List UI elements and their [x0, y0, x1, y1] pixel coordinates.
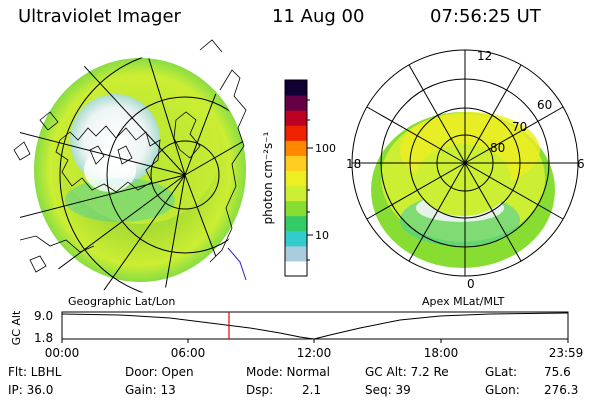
date-label: 11 Aug 00: [272, 6, 365, 27]
time-tick-0000: 00:00: [45, 346, 80, 360]
colorbar-swatch: [285, 155, 307, 171]
mlat-label-80: 80: [490, 141, 505, 155]
magnetic-polar-map: 12 18 6 0 60 70 80: [346, 49, 585, 291]
colorbar-swatch: [285, 80, 307, 96]
altitude-ytick-low: 1.8: [34, 331, 53, 345]
glat-label: GLat:: [485, 365, 518, 379]
gain-value: Gain: 13: [125, 383, 176, 397]
altitude-plot: GC Alt 9.0 1.8 00:00 06:00 12:00 18:00 2…: [10, 309, 583, 360]
altitude-ylabel: GC Alt: [10, 310, 23, 345]
ip-value: IP: 36.0: [8, 383, 54, 397]
mlat-label-70: 70: [512, 120, 527, 134]
time-tick-2359: 23:59: [549, 346, 584, 360]
altitude-ytick-high: 9.0: [34, 309, 53, 323]
colorbar-swatch: [285, 245, 307, 262]
mlt-label-12: 12: [477, 49, 492, 63]
geographic-map: [12, 39, 248, 293]
colorbar-swatch: [285, 140, 307, 156]
mlat-label-60: 60: [537, 98, 552, 112]
colorbar-swatch: [285, 200, 307, 217]
door-value: Door: Open: [125, 365, 194, 379]
time-label: 07:56:25 UT: [430, 6, 541, 27]
time-tick-0600: 06:00: [171, 346, 206, 360]
dsp-label: Dsp:: [246, 383, 274, 397]
colorbar-swatch: [285, 110, 307, 126]
glat-value: 75.6: [544, 365, 571, 379]
colorbar-swatch: [285, 185, 307, 202]
seq-value: Seq: 39: [365, 383, 411, 397]
time-tick-1200: 12:00: [297, 346, 332, 360]
glon-value: 276.3: [544, 383, 579, 397]
colorbar-swatch: [285, 260, 307, 277]
altitude-curve: [61, 312, 569, 340]
mode-value: Mode: Normal: [246, 365, 330, 379]
geo-panel-label: Geographic Lat/Lon: [68, 295, 176, 308]
geo-grid: [12, 57, 248, 293]
colorbar-swatch: [285, 125, 307, 141]
mlt-label-18: 18: [346, 157, 361, 171]
time-tick-1800: 18:00: [424, 346, 459, 360]
mlt-label-6: 6: [577, 157, 585, 171]
mlt-label-0: 0: [467, 277, 475, 291]
dsp-value: 2.1: [302, 383, 322, 397]
mag-panel-label: Apex MLat/MLT: [422, 295, 505, 308]
colorbar-unit-label: photon cm⁻²s⁻¹: [261, 131, 275, 224]
gc-alt-value: GC Alt: 7.2 Re: [365, 365, 449, 379]
colorbar: photon cm⁻²s⁻¹ 100 10: [261, 79, 336, 277]
colorbar-tick-100: 100: [315, 142, 336, 155]
colorbar-swatch: [285, 95, 307, 111]
colorbar-swatch: [285, 230, 307, 247]
filter-value: Flt: LBHL: [8, 365, 62, 379]
instrument-title: Ultraviolet Imager: [18, 6, 181, 27]
mag-grid: [352, 50, 578, 276]
glon-label: GLon:: [485, 383, 520, 397]
colorbar-swatch: [285, 215, 307, 232]
colorbar-tick-10: 10: [315, 229, 329, 242]
coastlines: [13, 39, 247, 273]
colorbar-swatch: [285, 170, 307, 187]
